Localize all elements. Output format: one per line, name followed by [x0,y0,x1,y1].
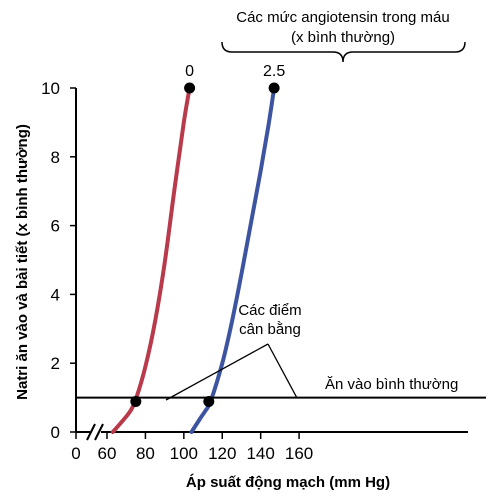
y-tick-label: 0 [51,423,60,442]
series-name-label-1: 2.5 [263,63,285,80]
header-line1: Các mức angiotensin trong máu [236,9,449,26]
series-end-point-0 [184,82,196,94]
x-axis-title: Áp suất động mạch (mm Hg) [186,474,390,491]
y-tick-label: 2 [51,354,60,373]
y-tick-label: 6 [51,217,60,236]
series-end-point-1 [268,82,280,94]
header-line2: (x bình thường) [291,29,395,46]
equilibrium-label-line1: Các điểm [238,302,301,319]
reference-line-label: Ăn vào bình thường [325,376,458,393]
y-tick-label: 4 [51,285,60,304]
equilibrium-label-line2: cân bằng [239,321,301,338]
equilibrium-pointer-left [165,343,269,401]
axis-break-icon [86,423,104,441]
y-axis-title: Natri ăn vào và bài tiết (x bình thường) [14,124,31,400]
x-tick-label: 140 [246,444,274,463]
ticks-layer: 0 60 80 100 120 140 160 0 2 4 6 8 10 [41,79,313,463]
series-line-0 [110,86,192,434]
equilibrium-pointer-right [267,343,298,399]
y-tick-label: 10 [41,79,60,98]
series-name-label-0: 0 [185,63,194,80]
x-tick-label: 0 [71,444,80,463]
y-tick-label: 8 [51,148,60,167]
equilibrium-point-0 [130,396,142,408]
x-tick-label: 160 [285,444,313,463]
x-tick-label: 80 [136,444,155,463]
series-layer: 0 2.5 [76,63,486,434]
x-tick-label: 100 [170,444,198,463]
series-line-1 [189,86,277,434]
equilibrium-point-1 [203,396,215,408]
header-brace [221,41,466,63]
x-tick-label: 60 [98,444,117,463]
x-tick-label: 120 [208,444,236,463]
